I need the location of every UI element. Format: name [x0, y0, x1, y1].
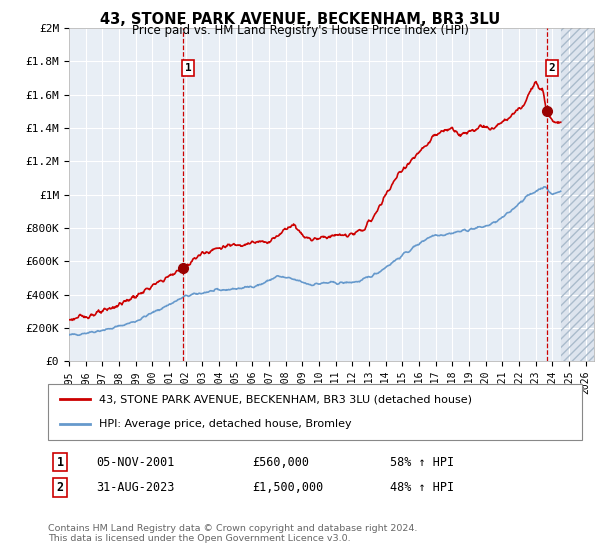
Text: Price paid vs. HM Land Registry's House Price Index (HPI): Price paid vs. HM Land Registry's House … [131, 24, 469, 36]
Text: £1,500,000: £1,500,000 [252, 480, 323, 494]
Bar [560, 28, 594, 361]
Text: 1: 1 [56, 455, 64, 469]
Text: 2: 2 [548, 63, 555, 73]
Text: 58% ↑ HPI: 58% ↑ HPI [390, 455, 454, 469]
Text: HPI: Average price, detached house, Bromley: HPI: Average price, detached house, Brom… [99, 419, 352, 429]
Text: 48% ↑ HPI: 48% ↑ HPI [390, 480, 454, 494]
Text: 05-NOV-2001: 05-NOV-2001 [96, 455, 175, 469]
Text: 2: 2 [56, 480, 64, 494]
Text: 43, STONE PARK AVENUE, BECKENHAM, BR3 3LU: 43, STONE PARK AVENUE, BECKENHAM, BR3 3L… [100, 12, 500, 27]
Text: 31-AUG-2023: 31-AUG-2023 [96, 480, 175, 494]
Text: £560,000: £560,000 [252, 455, 309, 469]
Text: 43, STONE PARK AVENUE, BECKENHAM, BR3 3LU (detached house): 43, STONE PARK AVENUE, BECKENHAM, BR3 3L… [99, 394, 472, 404]
Text: Contains HM Land Registry data © Crown copyright and database right 2024.
This d: Contains HM Land Registry data © Crown c… [48, 524, 418, 543]
Text: 1: 1 [185, 63, 191, 73]
Bar [560, 28, 594, 361]
